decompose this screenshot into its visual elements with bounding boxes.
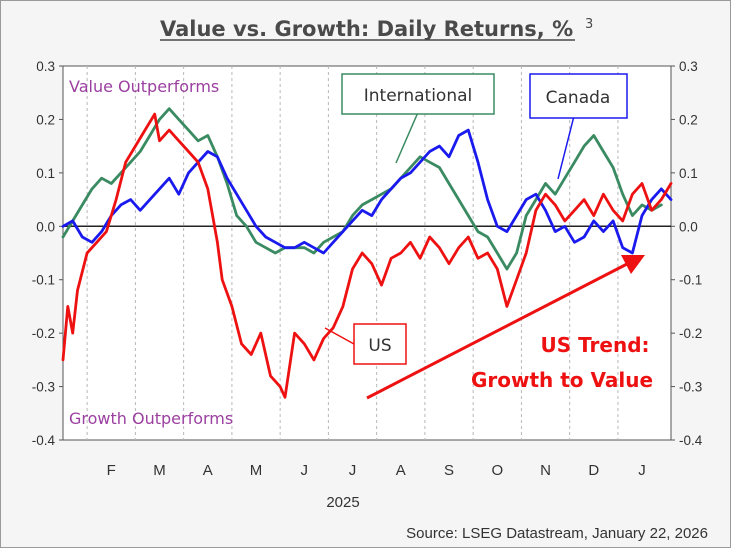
x-tick-label: O	[491, 462, 503, 479]
y-tick-label-right: -0.2	[679, 326, 702, 341]
us-pointer	[324, 327, 355, 345]
legend-international: International	[341, 73, 495, 164]
series-line-canada	[61, 128, 673, 255]
y-tick-label: -0.4	[32, 433, 56, 448]
title-superscript: 3	[585, 17, 593, 32]
x-tick-label: D	[588, 462, 599, 479]
series-line-international	[61, 107, 663, 271]
y-tick-label: -0.3	[32, 380, 55, 395]
international-box	[341, 73, 495, 115]
y-tick-label-right: -0.1	[679, 273, 702, 288]
international-label: International	[364, 86, 473, 106]
x-tick-label: A	[203, 462, 213, 479]
x-tick-label: J	[301, 462, 309, 479]
trend-arrow-shaft	[366, 262, 628, 400]
trend-arrow	[366, 255, 645, 400]
x-axis-label: 2025	[326, 494, 359, 511]
y-tick-label-right: -0.4	[679, 433, 703, 448]
x-tick-label: M	[153, 462, 166, 479]
canada-box	[529, 73, 628, 119]
legend-us: US	[324, 323, 407, 365]
canada-pointer	[557, 115, 575, 180]
y-tick-label: -0.2	[32, 326, 55, 341]
grid-lines	[86, 66, 619, 440]
x-tick-label: J	[638, 462, 646, 479]
trend-label-line2: Growth to Value	[471, 368, 653, 392]
y-tick-label: 0.2	[36, 112, 55, 127]
x-tick-label: N	[540, 462, 551, 479]
growth-outperforms-label: Growth Outperforms	[69, 409, 233, 428]
y-tick-label: 0.3	[36, 59, 55, 74]
x-tick-label: J	[349, 462, 357, 479]
series-lines	[61, 107, 673, 399]
international-pointer	[395, 109, 420, 164]
y-tick-label: -0.1	[32, 273, 55, 288]
chart-title: Value vs. Growth: Daily Returns, %	[160, 17, 573, 41]
y-tick-label-right: 0.0	[679, 219, 698, 234]
source-note: Source: LSEG Datastream, January 22, 202…	[406, 525, 708, 542]
y-tick-label-right: -0.3	[679, 380, 702, 395]
trend-label-line1: US Trend:	[540, 333, 649, 357]
x-tick-label: M	[250, 462, 263, 479]
y-axis-right: 0.3 0.2 0.1 0.0 -0.1 -0.2 -0.3 -0.4	[671, 59, 703, 448]
y-tick-label-right: 0.3	[679, 59, 698, 74]
canada-label: Canada	[546, 88, 611, 108]
y-tick-label-right: 0.2	[679, 112, 698, 127]
x-tick-label: S	[444, 462, 454, 479]
y-tick-label: 0.0	[36, 219, 55, 234]
y-axis-left: 0.3 0.2 0.1 0.0 -0.1 -0.2 -0.3 -0.4	[32, 59, 63, 448]
us-label: US	[368, 336, 391, 356]
x-tick-label: A	[396, 462, 406, 479]
trend-arrow-head	[621, 255, 645, 274]
y-tick-label: 0.1	[36, 166, 55, 181]
value-outperforms-label: Value Outperforms	[69, 77, 219, 96]
series-line-us	[61, 112, 673, 399]
y-tick-label-right: 0.1	[679, 166, 698, 181]
legend-canada: Canada	[529, 73, 628, 180]
us-box	[353, 323, 407, 365]
x-tick-label: F	[107, 462, 116, 479]
